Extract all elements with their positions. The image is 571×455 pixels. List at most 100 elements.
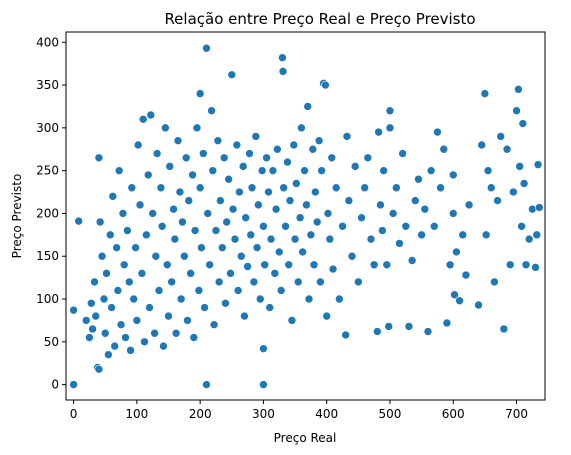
data-point-98 [227, 70, 237, 80]
y-tick-label-250: 250 [36, 164, 59, 178]
data-point-14 [95, 217, 105, 227]
y-tick-label-100: 100 [36, 292, 59, 306]
data-point-228 [512, 106, 521, 116]
data-point-179 [373, 327, 382, 336]
x-tick-label-700: 700 [505, 407, 528, 421]
data-point-169 [342, 132, 352, 141]
data-point-132 [278, 67, 288, 76]
data-point-23 [110, 341, 120, 351]
data-point-214 [464, 200, 474, 210]
data-point-181 [376, 200, 385, 210]
data-point-19 [104, 350, 113, 359]
data-point-86 [208, 166, 218, 175]
data-point-191 [398, 149, 407, 158]
data-point-183 [379, 166, 388, 175]
data-point-155 [314, 136, 324, 145]
data-point-33 [126, 346, 135, 355]
x-tick-label-0: 0 [70, 407, 78, 421]
data-point-196 [414, 174, 423, 184]
data-point-213 [461, 270, 471, 280]
data-point-52 [156, 183, 166, 193]
data-point-236 [528, 204, 537, 214]
data-point-85 [207, 106, 216, 116]
y-tick-label-50: 50 [44, 335, 59, 349]
x-tick-label-400: 400 [315, 407, 338, 421]
data-point-41 [138, 114, 148, 124]
data-point-104 [236, 251, 246, 261]
data-point-130 [276, 286, 286, 295]
data-point-55 [161, 123, 170, 133]
data-point-15 [97, 251, 107, 261]
data-point-88 [211, 226, 221, 235]
data-point-234 [521, 260, 531, 270]
data-point-127 [271, 204, 281, 214]
data-point-135 [283, 157, 292, 167]
data-point-47 [148, 209, 157, 218]
data-point-9 [90, 277, 99, 287]
data-point-49 [151, 251, 161, 261]
data-point-43 [142, 230, 151, 240]
data-point-50 [152, 149, 162, 158]
data-point-204 [439, 144, 449, 154]
data-point-123 [265, 303, 275, 312]
data-point-141 [292, 179, 301, 188]
data-point-197 [417, 230, 426, 240]
x-tick-label-600: 600 [442, 407, 465, 421]
data-point-101 [232, 140, 242, 150]
data-point-147 [302, 200, 311, 210]
data-point-32 [124, 277, 134, 287]
data-point-220 [486, 183, 496, 193]
data-point-122 [264, 187, 273, 197]
data-point-174 [357, 213, 366, 223]
data-point-82 [202, 43, 211, 53]
data-point-229 [514, 85, 523, 94]
data-point-152 [309, 260, 319, 270]
data-point-113 [251, 132, 261, 141]
y-tick-label-350: 350 [36, 78, 59, 92]
data-point-195 [410, 196, 420, 205]
data-point-68 [181, 153, 191, 163]
data-point-3 [202, 380, 211, 389]
data-point-154 [312, 217, 322, 227]
y-tick-label-0: 0 [51, 378, 59, 392]
data-point-164 [328, 264, 338, 274]
data-point-70 [184, 196, 194, 205]
data-point-163 [327, 153, 337, 163]
data-point-62 [171, 328, 181, 338]
data-point-91 [216, 196, 225, 205]
data-point-205 [442, 318, 452, 328]
data-point-189 [391, 183, 401, 193]
y-tick-label-200: 200 [36, 206, 59, 220]
data-point-171 [347, 251, 357, 261]
data-point-121 [262, 153, 271, 163]
data-point-184 [382, 260, 392, 270]
y-tick-label-400: 400 [36, 35, 59, 49]
data-point-71 [186, 269, 195, 278]
data-point-69 [183, 316, 192, 325]
data-point-39 [135, 200, 145, 210]
data-point-18 [102, 269, 111, 278]
data-point-99 [228, 204, 238, 214]
data-point-51 [154, 286, 164, 295]
data-point-231 [517, 221, 526, 231]
data-point-44 [143, 170, 153, 180]
data-point-90 [214, 277, 224, 287]
plot-frame [65, 31, 546, 401]
data-point-125 [268, 166, 278, 175]
data-point-218 [481, 230, 491, 240]
data-point-109 [245, 149, 254, 158]
data-point-45 [145, 303, 154, 312]
data-point-83 [203, 209, 213, 218]
data-point-7 [87, 298, 96, 308]
data-point-238 [532, 230, 542, 240]
data-point-225 [502, 144, 512, 154]
data-point-140 [290, 234, 300, 244]
data-point-37 [132, 316, 142, 325]
data-point-46 [146, 110, 156, 120]
data-point-111 [247, 183, 257, 193]
data-point-206 [445, 260, 455, 270]
data-point-66 [178, 217, 187, 227]
data-point-182 [378, 226, 387, 235]
data-point-110 [246, 230, 256, 240]
